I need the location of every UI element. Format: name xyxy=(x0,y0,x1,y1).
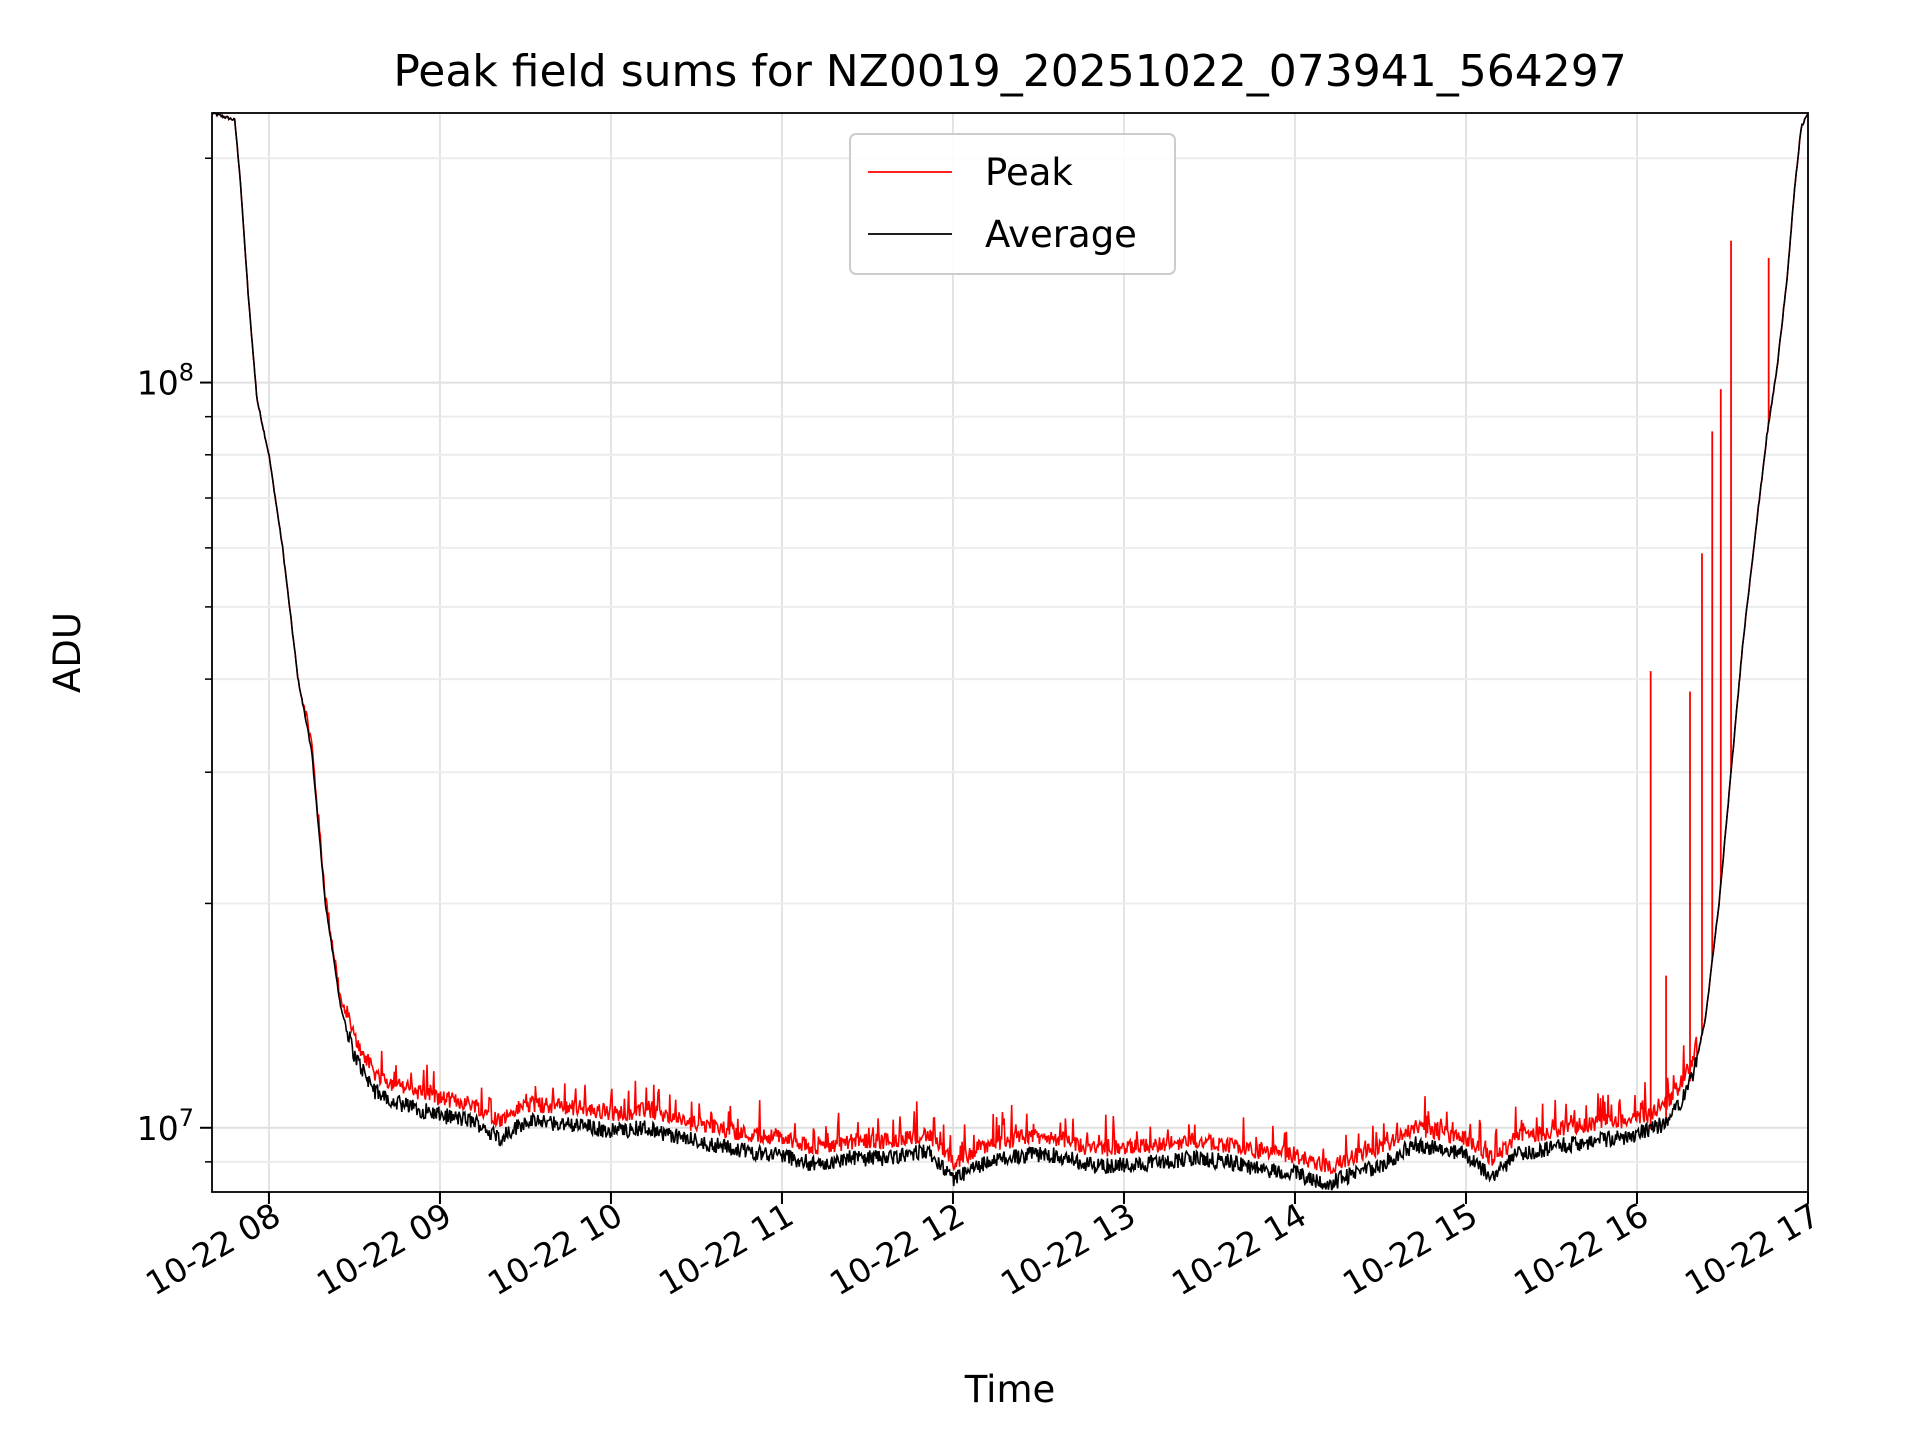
legend-label-average: Average xyxy=(985,213,1137,256)
legend-box xyxy=(849,133,1176,275)
x-axis-label: Time xyxy=(964,1368,1056,1411)
y-tick-label: 107 xyxy=(137,1104,194,1148)
y-axis-label: ADU xyxy=(46,612,89,693)
legend-label-peak: Peak xyxy=(985,151,1073,194)
plot-frame xyxy=(211,112,1809,1193)
series-lines xyxy=(211,112,1809,1191)
series-line-average xyxy=(211,112,1809,1191)
y-tick-label: 108 xyxy=(137,359,194,403)
chart-title: Peak field sums for NZ0019_20251022_0739… xyxy=(393,46,1626,97)
series-line-peak xyxy=(211,112,1809,1175)
chart-legend: Peak Average xyxy=(849,133,1176,275)
